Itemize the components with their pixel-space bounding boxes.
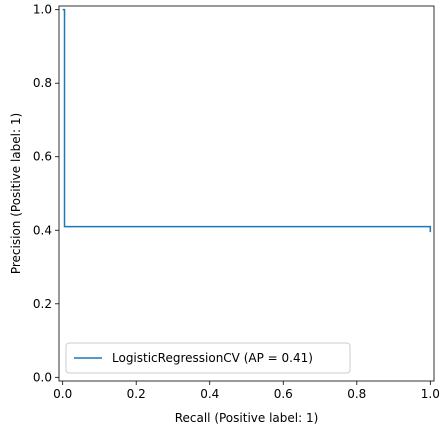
- y-axis-label: Precision (Positive label: 1): [9, 113, 23, 274]
- y-tick-label: 0.4: [33, 223, 52, 237]
- legend-label-series-0: LogisticRegressionCV (AP = 0.41): [112, 351, 313, 365]
- plot-frame: [58, 5, 435, 382]
- y-tick-label: 0.8: [33, 76, 52, 90]
- x-axis-label: Recall (Positive label: 1): [175, 411, 319, 425]
- legend: LogisticRegressionCV (AP = 0.41): [65, 342, 351, 374]
- y-tick-label: 0.6: [33, 150, 52, 164]
- y-tick-label: 1.0: [33, 3, 52, 17]
- axis-ticks: 0.0 0.2 0.4 0.6 0.8 1.0 0.0 0.2 0.4 0.6 0.8 1.0: [33, 3, 440, 401]
- x-tick-label: 0.2: [127, 387, 146, 401]
- y-tick-label: 0.0: [33, 370, 52, 384]
- y-tick-label: 0.2: [33, 297, 52, 311]
- x-tick-label: 1.0: [421, 387, 440, 401]
- legend-box: [65, 342, 351, 374]
- x-tick-label: 0.4: [200, 387, 219, 401]
- x-tick-label: 0.0: [53, 387, 72, 401]
- x-tick-label: 0.8: [347, 387, 366, 401]
- series-line-0: [62, 8, 432, 233]
- x-tick-label: 0.6: [274, 387, 293, 401]
- plot-background: [59, 6, 434, 381]
- series-layer: [62, 8, 432, 233]
